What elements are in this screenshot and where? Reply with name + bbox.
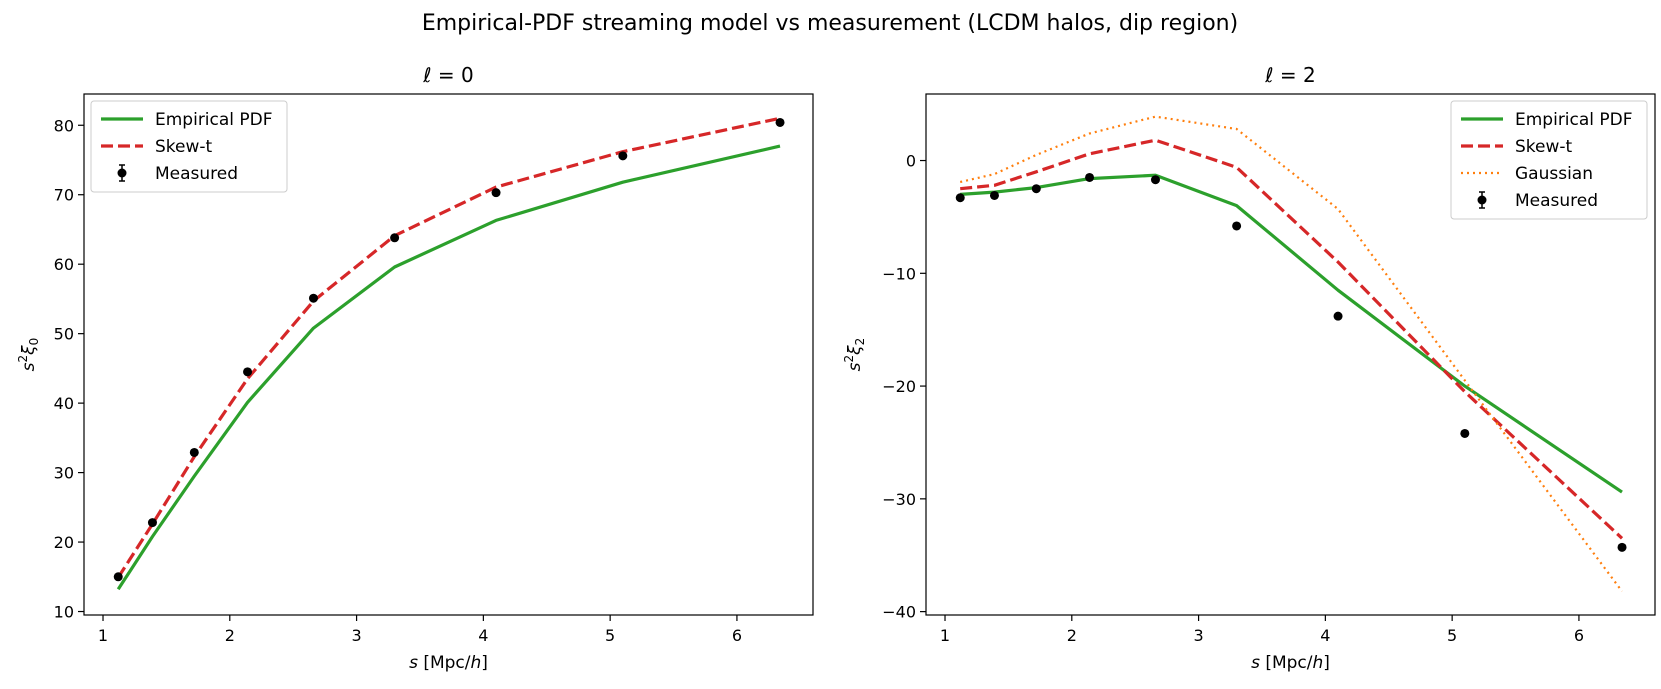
- axes-frame: [925, 93, 1656, 616]
- legend-label: Empirical PDF: [155, 110, 273, 130]
- legend-label: Skew-t: [1515, 137, 1573, 157]
- series-line-empirical-pdf: [960, 173, 1623, 494]
- measured-point: [1031, 184, 1041, 194]
- legend-label: Empirical PDF: [1515, 110, 1633, 130]
- legend-marker: [1477, 195, 1487, 205]
- x-tick-label: 5: [1447, 626, 1457, 645]
- y-axis-label: s2ξ2: [842, 338, 867, 372]
- y-tick-label: −30: [882, 490, 916, 509]
- y-axis-label: s2ξ0: [16, 338, 41, 372]
- x-tick-label: 4: [1320, 626, 1330, 645]
- legend-box: [1450, 100, 1648, 220]
- measured-point: [147, 518, 157, 528]
- measured-point: [618, 151, 628, 161]
- series-line-skew-t: [116, 116, 781, 579]
- y-tick-label: −10: [882, 264, 916, 283]
- measured-point: [1333, 311, 1343, 321]
- measured-point: [1460, 428, 1470, 438]
- y-tick-label: 60: [54, 255, 74, 274]
- measured-point: [390, 233, 400, 243]
- x-tick-label: 5: [605, 626, 615, 645]
- legend-box: [90, 100, 288, 193]
- x-tick-label: 3: [1193, 626, 1203, 645]
- y-tick-label: 40: [54, 394, 74, 413]
- y-tick-label: 70: [54, 186, 74, 205]
- x-axis-label: s [Mpc/h]: [409, 653, 488, 673]
- measured-point: [1085, 172, 1095, 182]
- legend-label: Measured: [1515, 191, 1598, 211]
- x-tick-label: 1: [98, 626, 108, 645]
- x-tick-label: 3: [351, 626, 361, 645]
- series-line-empirical-pdf: [116, 144, 781, 591]
- x-axis-label: s [Mpc/h]: [1251, 653, 1330, 673]
- measured-point: [1617, 542, 1627, 552]
- y-tick-label: −20: [882, 377, 916, 396]
- y-tick-label: 80: [54, 116, 74, 135]
- y-tick-label: −40: [882, 603, 916, 622]
- legend-marker: [117, 168, 127, 178]
- x-tick-label: 2: [225, 626, 235, 645]
- figure-title: Empirical-PDF streaming model vs measure…: [422, 11, 1238, 36]
- measured-point: [775, 117, 785, 127]
- panel-l0: ℓ = 0 1 2 3 4 5 6 10 20 30 40 50 60 70 80 s [Mpc/h] s2ξ0…: [16, 63, 814, 673]
- y-tick-label: 0: [906, 152, 916, 171]
- legend-label: Measured: [155, 164, 238, 184]
- series-line-skew-t: [960, 138, 1624, 540]
- measured-point: [1232, 221, 1242, 231]
- panel-l2: ℓ = 2 1 2 3 4 5 6 0 −10 −20 −30 −40 s [Mpc/h] s2ξ2 Emp…: [842, 63, 1656, 673]
- measured-point: [989, 190, 999, 200]
- measured-point: [955, 193, 965, 203]
- measured-point: [189, 447, 199, 457]
- y-tick-label: 10: [54, 603, 74, 622]
- y-tick-label: 30: [54, 464, 74, 483]
- x-tick-label: 4: [478, 626, 488, 645]
- y-tick-label: 20: [54, 533, 74, 552]
- x-tick-label: 6: [1574, 626, 1584, 645]
- measured-point: [1150, 175, 1160, 185]
- measured-point: [243, 367, 253, 377]
- panel-title: ℓ = 2: [1264, 63, 1315, 87]
- legend-label: Gaussian: [1515, 164, 1593, 184]
- measured-point: [491, 188, 501, 198]
- measured-point: [308, 293, 318, 303]
- x-tick-label: 6: [732, 626, 742, 645]
- y-tick-label: 50: [54, 325, 74, 344]
- x-tick-label: 2: [1067, 626, 1077, 645]
- legend-label: Skew-t: [155, 137, 213, 157]
- panel-title: ℓ = 0: [422, 63, 473, 87]
- measured-point: [113, 572, 123, 582]
- x-tick-label: 1: [940, 626, 950, 645]
- axes-frame: [83, 93, 814, 616]
